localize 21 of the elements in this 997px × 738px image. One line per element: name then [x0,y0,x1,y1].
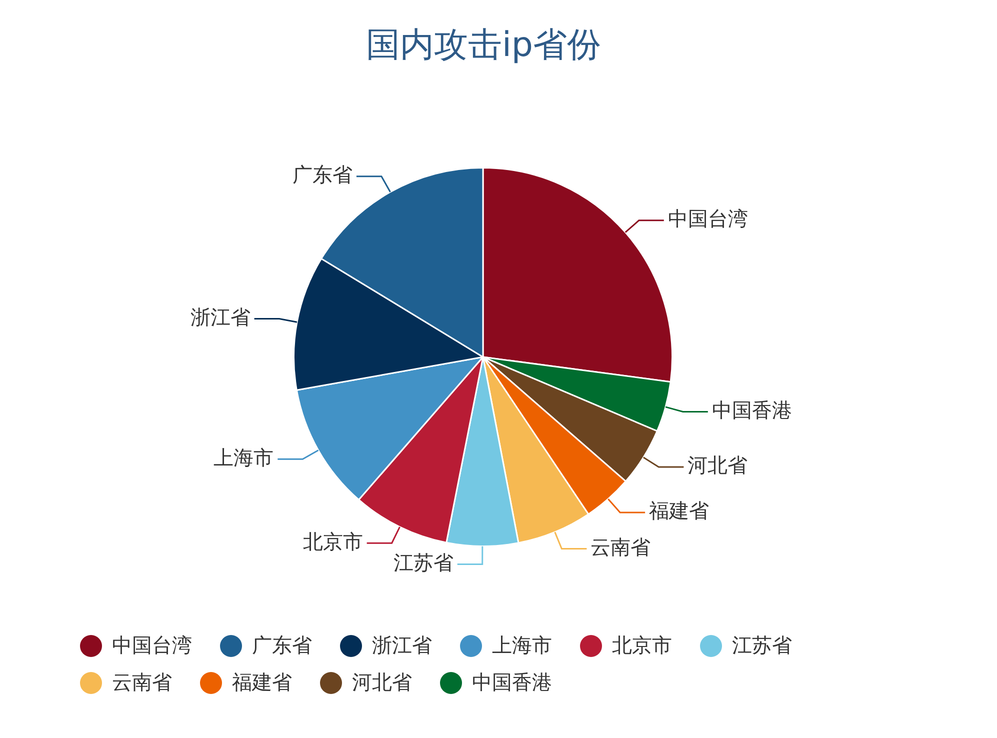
legend-label: 中国香港 [472,669,552,696]
slice-label: 河北省 [688,453,748,478]
slice-label: 中国香港 [712,398,792,422]
legend-label: 江苏省 [732,632,792,659]
legend-label: 北京市 [612,632,672,659]
legend-label: 福建省 [232,669,292,696]
legend-label: 中国台湾 [112,632,192,659]
slice-label: 广东省 [292,162,352,187]
slice-label: 江苏省 [393,550,454,574]
legend-label: 浙江省 [372,632,432,659]
slice-label: 上海市 [214,445,274,470]
slice-label: 福建省 [649,498,710,523]
slice-label: 中国台湾 [668,206,748,231]
slice-label: 云南省 [590,534,651,559]
legend-label: 广东省 [252,632,312,659]
legend-label: 上海市 [492,632,552,659]
legend-label: 河北省 [352,669,412,696]
slice-label: 北京市 [302,529,363,554]
slice-label: 浙江省 [190,305,250,330]
legend-label: 云南省 [112,669,172,696]
chart-title: 国内攻击ip省份 [364,24,602,67]
